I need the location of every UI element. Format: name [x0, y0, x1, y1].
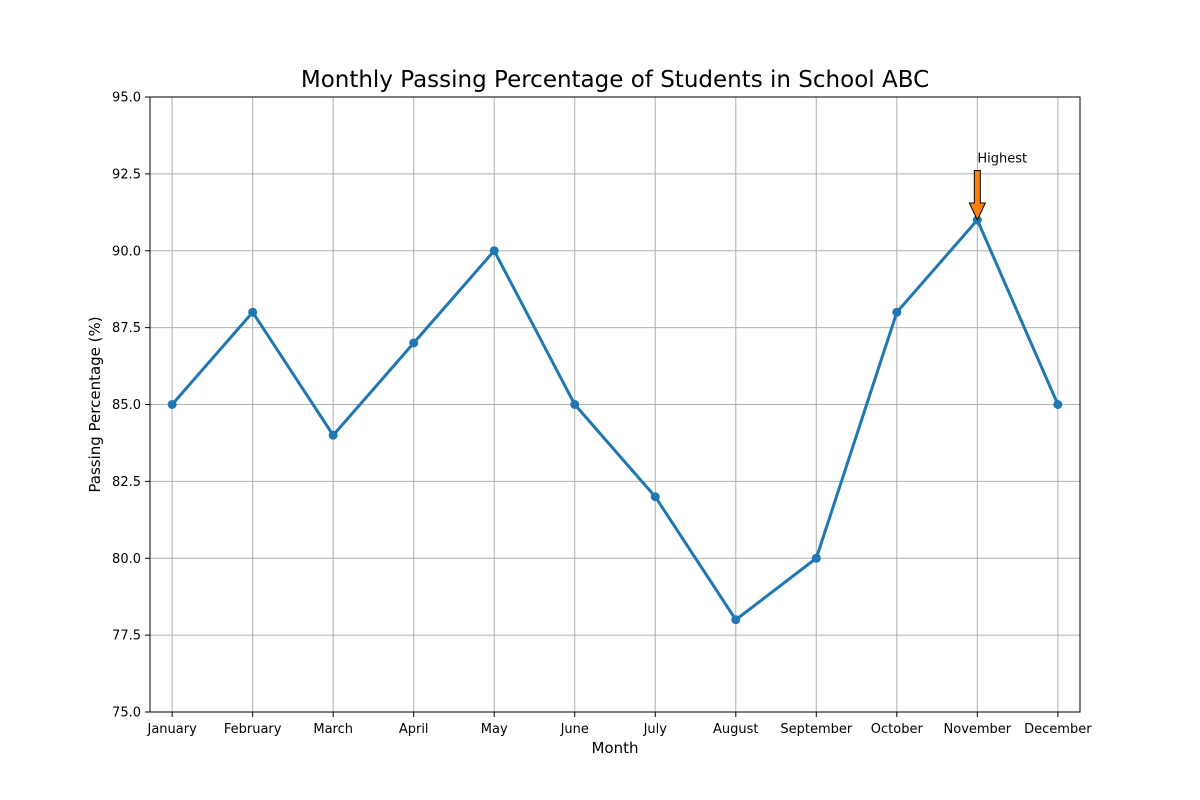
annotation-text: Highest	[977, 152, 1027, 167]
x-tick-label: March	[313, 722, 353, 737]
x-axis-label: Month	[591, 739, 638, 757]
x-tick-label: August	[713, 722, 759, 737]
data-point	[1053, 400, 1063, 409]
x-tick-label: October	[871, 722, 924, 737]
y-tick-label: 85.0	[112, 398, 141, 413]
x-tick-label: September	[780, 722, 853, 737]
y-tick-label: 95.0	[112, 91, 141, 106]
y-tick-label: 82.5	[112, 475, 141, 490]
plot-frame	[149, 96, 1081, 713]
y-tick-label: 80.0	[112, 552, 141, 567]
data-point	[892, 307, 902, 317]
data-point	[811, 553, 821, 563]
y-tick-label: 90.0	[112, 244, 141, 259]
series-line	[171, 218, 1060, 622]
data-point	[248, 307, 258, 317]
y-tick-label: 77.5	[112, 629, 141, 644]
x-tick-label: November	[944, 722, 1012, 737]
data-point	[167, 400, 177, 409]
grid-lines	[150, 96, 1080, 713]
x-tick-label: January	[146, 722, 197, 737]
data-point	[409, 338, 419, 348]
data-point	[489, 246, 499, 256]
x-tick-label: July	[643, 722, 668, 737]
y-tick-label: 87.5	[112, 321, 141, 336]
data-point	[570, 400, 580, 409]
x-tick-label: April	[399, 722, 429, 737]
y-tick-label: 75.0	[112, 706, 141, 721]
chart-title: Monthly Passing Percentage of Students i…	[301, 67, 929, 93]
x-tick-label: May	[481, 722, 508, 737]
data-point	[328, 430, 338, 440]
x-tick-label: June	[560, 722, 589, 737]
y-axis-label: Passing Percentage (%)	[86, 316, 104, 492]
x-tick-label: February	[224, 722, 282, 737]
data-point	[731, 615, 741, 625]
axis-ticks: January February March April May June July Augu…	[112, 91, 1092, 738]
annotations: Highest	[968, 152, 1027, 222]
data-series	[167, 215, 1063, 625]
data-point	[650, 492, 660, 502]
y-tick-label: 92.5	[112, 167, 141, 182]
x-tick-label: December	[1024, 722, 1092, 737]
annotation-arrow	[968, 170, 987, 222]
